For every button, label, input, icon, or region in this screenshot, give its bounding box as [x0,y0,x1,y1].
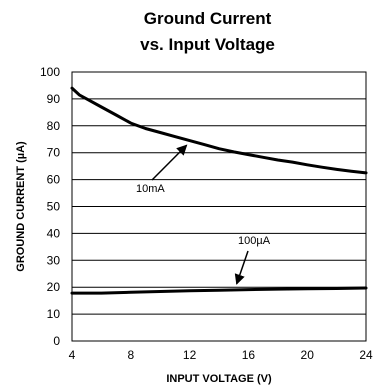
annotations: 10mA 100µA [136,144,271,285]
x-tick-4: 4 [69,348,76,362]
y-tick-30: 30 [47,253,61,267]
y-tick-10: 10 [47,307,61,321]
y-tick-50: 50 [47,200,61,214]
annotation-arrow-100uA [234,250,249,285]
chart-title: Ground Current [143,9,272,28]
x-tick-16: 16 [242,348,256,362]
x-tick-24: 24 [359,348,373,362]
y-tick-labels: 0 10 20 30 40 50 60 70 80 90 100 [40,65,60,348]
annotation-label-10mA: 10mA [136,183,165,195]
series-line-10mA [70,86,368,175]
y-tick-60: 60 [47,173,61,187]
chart-subtitle: vs. Input Voltage [140,35,275,54]
x-axis-label: INPUT VOLTAGE (V) [166,373,272,385]
y-tick-100: 100 [40,65,60,79]
y-tick-80: 80 [47,119,61,133]
y-axis-label: GROUND CURRENT (µA) [15,141,27,272]
y-tick-90: 90 [47,92,61,106]
plot-frame [71,71,367,342]
x-tick-labels: 4 8 12 16 20 24 [69,348,373,362]
annotation-arrow-10mA [151,144,188,181]
x-tick-8: 8 [127,348,134,362]
series-line-100uA [70,286,368,295]
annotation-label-100uA: 100µA [238,235,271,247]
y-tick-20: 20 [47,280,61,294]
series-lines [70,86,368,295]
y-tick-40: 40 [47,226,61,240]
grid-lines [72,98,366,315]
x-tick-12: 12 [183,348,197,362]
y-tick-0: 0 [53,334,60,348]
y-tick-70: 70 [47,146,61,160]
x-tick-20: 20 [301,348,315,362]
